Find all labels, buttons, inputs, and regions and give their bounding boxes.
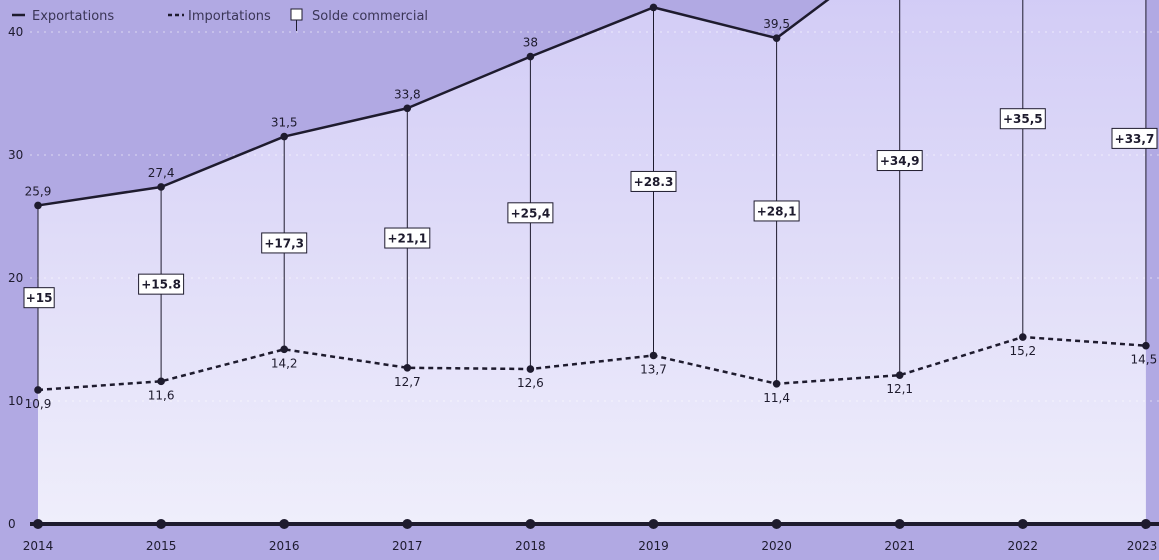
x-axis-point-2023	[1141, 519, 1151, 529]
imports-point-2023	[1142, 342, 1150, 350]
imports-point-2016	[280, 346, 288, 354]
exports-label-2015: 27,4	[148, 166, 175, 180]
exports-point-2014	[34, 202, 42, 210]
x-tick-2021: 2021	[884, 539, 915, 553]
balance-label-2022: +35,5	[1003, 112, 1043, 126]
balance-label-2015: +15.8	[141, 278, 181, 292]
legend-imports-label: Importations	[188, 9, 271, 24]
imports-label-2021: 12,1	[886, 382, 913, 396]
y-tick-20: 20	[8, 271, 23, 285]
x-tick-2016: 2016	[269, 539, 300, 553]
x-tick-2017: 2017	[392, 539, 423, 553]
x-axis-point-2020	[772, 519, 782, 529]
x-axis-point-2015	[156, 519, 166, 529]
y-axis: 0 10 20 30 40	[8, 25, 23, 531]
exports-point-2017	[404, 104, 412, 112]
imports-label-2017: 12,7	[394, 375, 421, 389]
imports-point-2018	[527, 365, 535, 373]
x-axis-point-2016	[279, 519, 289, 529]
imports-label-2015: 11,6	[148, 388, 175, 402]
legend-balance-swatch	[291, 9, 302, 20]
balance-label-2017: +21,1	[387, 232, 427, 246]
exports-label-2016: 31,5	[271, 116, 298, 130]
area-layer	[38, 0, 1146, 524]
exports-label-2014: 25,9	[25, 184, 52, 198]
imports-label-2018: 12,6	[517, 376, 544, 390]
balance-label-2023: +33,7	[1115, 132, 1155, 146]
exports-point-2020	[773, 34, 781, 42]
imports-label-2022: 15,2	[1009, 344, 1036, 358]
balance-label-2014: +15	[26, 291, 53, 305]
imports-label-2016: 14,2	[271, 356, 298, 370]
balance-label-2020: +28,1	[757, 204, 797, 218]
exports-point-2015	[157, 183, 165, 191]
x-tick-2023: 2023	[1127, 539, 1158, 553]
exports-point-2018	[527, 53, 535, 61]
imports-label-2019: 13,7	[640, 362, 667, 376]
balance-label-2018: +25,4	[511, 206, 551, 220]
balance-label-2016: +17,3	[264, 236, 304, 250]
y-tick-40: 40	[8, 25, 23, 39]
imports-point-2020	[773, 380, 781, 388]
imports-label-2020: 11,4	[763, 391, 790, 405]
y-tick-10: 10	[8, 394, 23, 408]
legend-exports-label: Exportations	[32, 9, 114, 24]
exports-point-2019	[650, 4, 658, 12]
balance-label-2021: +34,9	[880, 154, 920, 168]
exports-area	[38, 0, 1146, 524]
exports-label-2018: 38	[523, 36, 538, 50]
x-axis-point-2014	[33, 519, 43, 529]
imports-point-2017	[404, 364, 412, 372]
imports-point-2022	[1019, 333, 1027, 341]
imports-label-2014: 10,9	[25, 397, 52, 411]
legend-balance-label: Solde commercial	[312, 9, 428, 24]
imports-point-2021	[896, 371, 904, 379]
legend: Exportations Importations Solde commerci…	[12, 9, 428, 31]
x-tick-2019: 2019	[638, 539, 669, 553]
exports-label-2020: 39,5	[763, 17, 790, 31]
imports-point-2014	[34, 386, 42, 394]
x-tick-2014: 2014	[23, 539, 54, 553]
x-axis-point-2018	[525, 519, 535, 529]
x-axis-point-2021	[895, 519, 905, 529]
x-tick-2022: 2022	[1008, 539, 1039, 553]
imports-point-2015	[157, 378, 165, 386]
x-tick-2015: 2015	[146, 539, 177, 553]
y-tick-30: 30	[8, 148, 23, 162]
x-tick-2020: 2020	[761, 539, 792, 553]
x-axis-point-2022	[1018, 519, 1028, 529]
y-tick-0: 0	[8, 517, 16, 531]
exports-point-2016	[280, 133, 288, 141]
x-axis-point-2019	[649, 519, 659, 529]
exports-label-2017: 33,8	[394, 87, 421, 101]
balance-label-2019: +28.3	[634, 175, 674, 189]
imports-point-2019	[650, 352, 658, 360]
x-axis: 2014 2015 2016 2017 2018 2019 2020 2021 2022 2023	[23, 519, 1159, 553]
x-axis-point-2017	[402, 519, 412, 529]
imports-label-2023: 14,5	[1131, 353, 1158, 367]
x-tick-2018: 2018	[515, 539, 546, 553]
